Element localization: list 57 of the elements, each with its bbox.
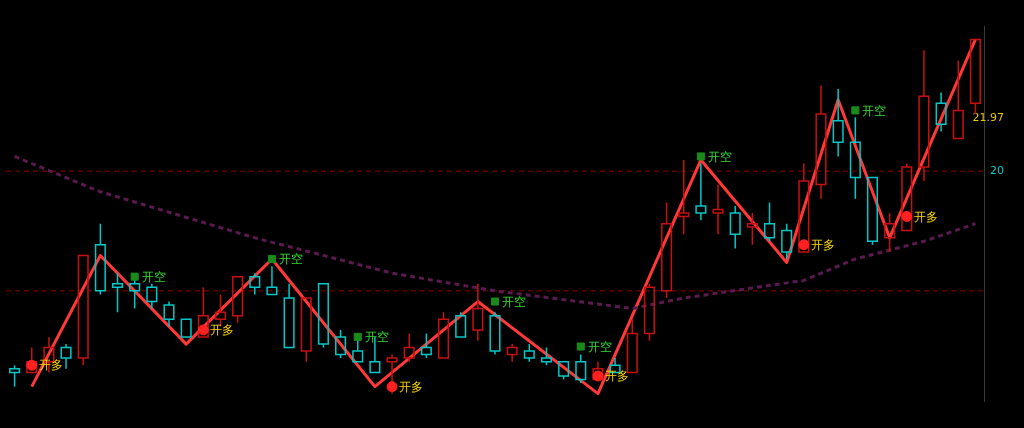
candlestick bbox=[952, 59, 964, 140]
candlestick bbox=[472, 283, 484, 342]
candlestick bbox=[798, 162, 810, 253]
candlestick bbox=[197, 286, 209, 338]
candlestick bbox=[575, 353, 587, 384]
data-label: 开多 bbox=[210, 323, 235, 338]
point bbox=[130, 272, 139, 281]
point bbox=[851, 106, 860, 115]
data-label: 开空 bbox=[502, 294, 526, 309]
point bbox=[267, 254, 276, 264]
candlestick bbox=[111, 272, 124, 313]
candlestick bbox=[815, 84, 827, 200]
point bbox=[386, 381, 398, 393]
point bbox=[901, 210, 913, 222]
candlestick bbox=[506, 343, 518, 363]
data-label: 开空 bbox=[587, 339, 612, 354]
candlestick bbox=[163, 300, 175, 328]
candlestick bbox=[729, 205, 741, 250]
candlestick bbox=[77, 254, 89, 367]
candlestick bbox=[592, 361, 604, 381]
point bbox=[696, 152, 705, 161]
point bbox=[798, 239, 810, 251]
candlestick bbox=[695, 162, 707, 221]
y-tick-label: 20 bbox=[990, 164, 1004, 178]
data-label: 开多 bbox=[913, 209, 938, 224]
candlestick bbox=[146, 283, 158, 310]
candlestick bbox=[60, 343, 72, 370]
candlestick bbox=[489, 311, 501, 356]
point bbox=[576, 342, 585, 351]
candlestick bbox=[266, 265, 278, 296]
point bbox=[490, 297, 500, 306]
data-label: 开空 bbox=[364, 330, 389, 345]
candlestick bbox=[678, 159, 690, 236]
candlestick bbox=[832, 88, 844, 158]
candlestick bbox=[403, 332, 415, 363]
data-label: 开空 bbox=[862, 103, 887, 118]
data-label: 开多 bbox=[399, 379, 424, 394]
candlestick bbox=[386, 353, 398, 395]
y-tick-label: 21.97 bbox=[972, 111, 1004, 125]
candlestick bbox=[94, 222, 106, 296]
candlestick bbox=[763, 201, 776, 243]
point bbox=[197, 324, 209, 336]
data-label: 开空 bbox=[707, 149, 732, 164]
data-label: 开空 bbox=[278, 252, 303, 267]
candlestick bbox=[935, 91, 947, 133]
candlestick bbox=[884, 212, 896, 253]
candlestick bbox=[283, 283, 295, 349]
candlestick bbox=[746, 212, 758, 246]
candlestick bbox=[712, 183, 724, 236]
candlestick bbox=[849, 116, 861, 200]
candlestick bbox=[249, 272, 261, 296]
candlestick bbox=[901, 162, 913, 232]
data-label: 开空 bbox=[141, 269, 166, 284]
candlestick bbox=[918, 49, 930, 182]
candlestick bbox=[661, 201, 673, 299]
point bbox=[353, 332, 362, 341]
data-label: 开多 bbox=[810, 237, 835, 252]
